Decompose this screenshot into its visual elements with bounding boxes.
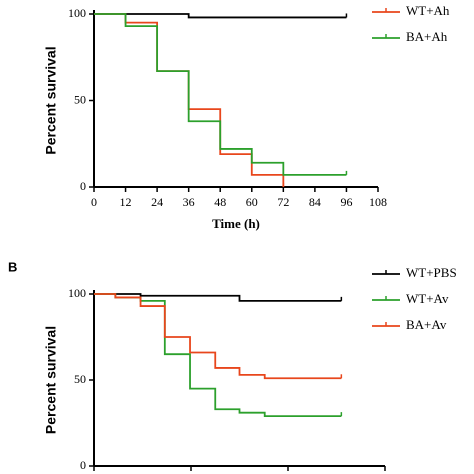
x-tick-label: 60 (246, 195, 258, 209)
y-tick-label: 0 (80, 179, 86, 193)
y-tick-label: 50 (74, 92, 86, 106)
y-axis-label: Percent survival (43, 326, 59, 434)
survival-line (94, 293, 342, 302)
x-tick-label: 12 (120, 195, 132, 209)
survival-line (94, 13, 347, 19)
y-tick-label: 100 (68, 6, 86, 20)
legend-label: BA+Ah (406, 29, 448, 44)
legend-label: WT+PBS (406, 265, 457, 280)
x-tick-label: 24 (151, 195, 163, 209)
panel-label: B (8, 259, 17, 274)
y-tick-label: 50 (74, 372, 86, 386)
x-tick-label: 84 (309, 195, 321, 209)
x-tick-label: 96 (340, 195, 352, 209)
x-tick-label: 36 (183, 195, 195, 209)
x-tick-label: 0 (91, 195, 97, 209)
y-tick-label: 100 (68, 286, 86, 300)
x-tick-label: 72 (277, 195, 289, 209)
x-axis-label: Time (h) (212, 216, 260, 231)
y-tick-label: 0 (80, 458, 86, 472)
survival-line (94, 293, 342, 380)
legend-label: WT+Av (406, 291, 449, 306)
x-tick-label: 108 (369, 195, 387, 209)
legend-label: BA+Av (406, 317, 447, 332)
legend-label: WT+Ah (406, 3, 450, 18)
y-axis-label: Percent survival (43, 46, 59, 154)
survival-line (94, 13, 347, 176)
x-tick-label: 48 (214, 195, 226, 209)
survival-line (94, 293, 342, 418)
